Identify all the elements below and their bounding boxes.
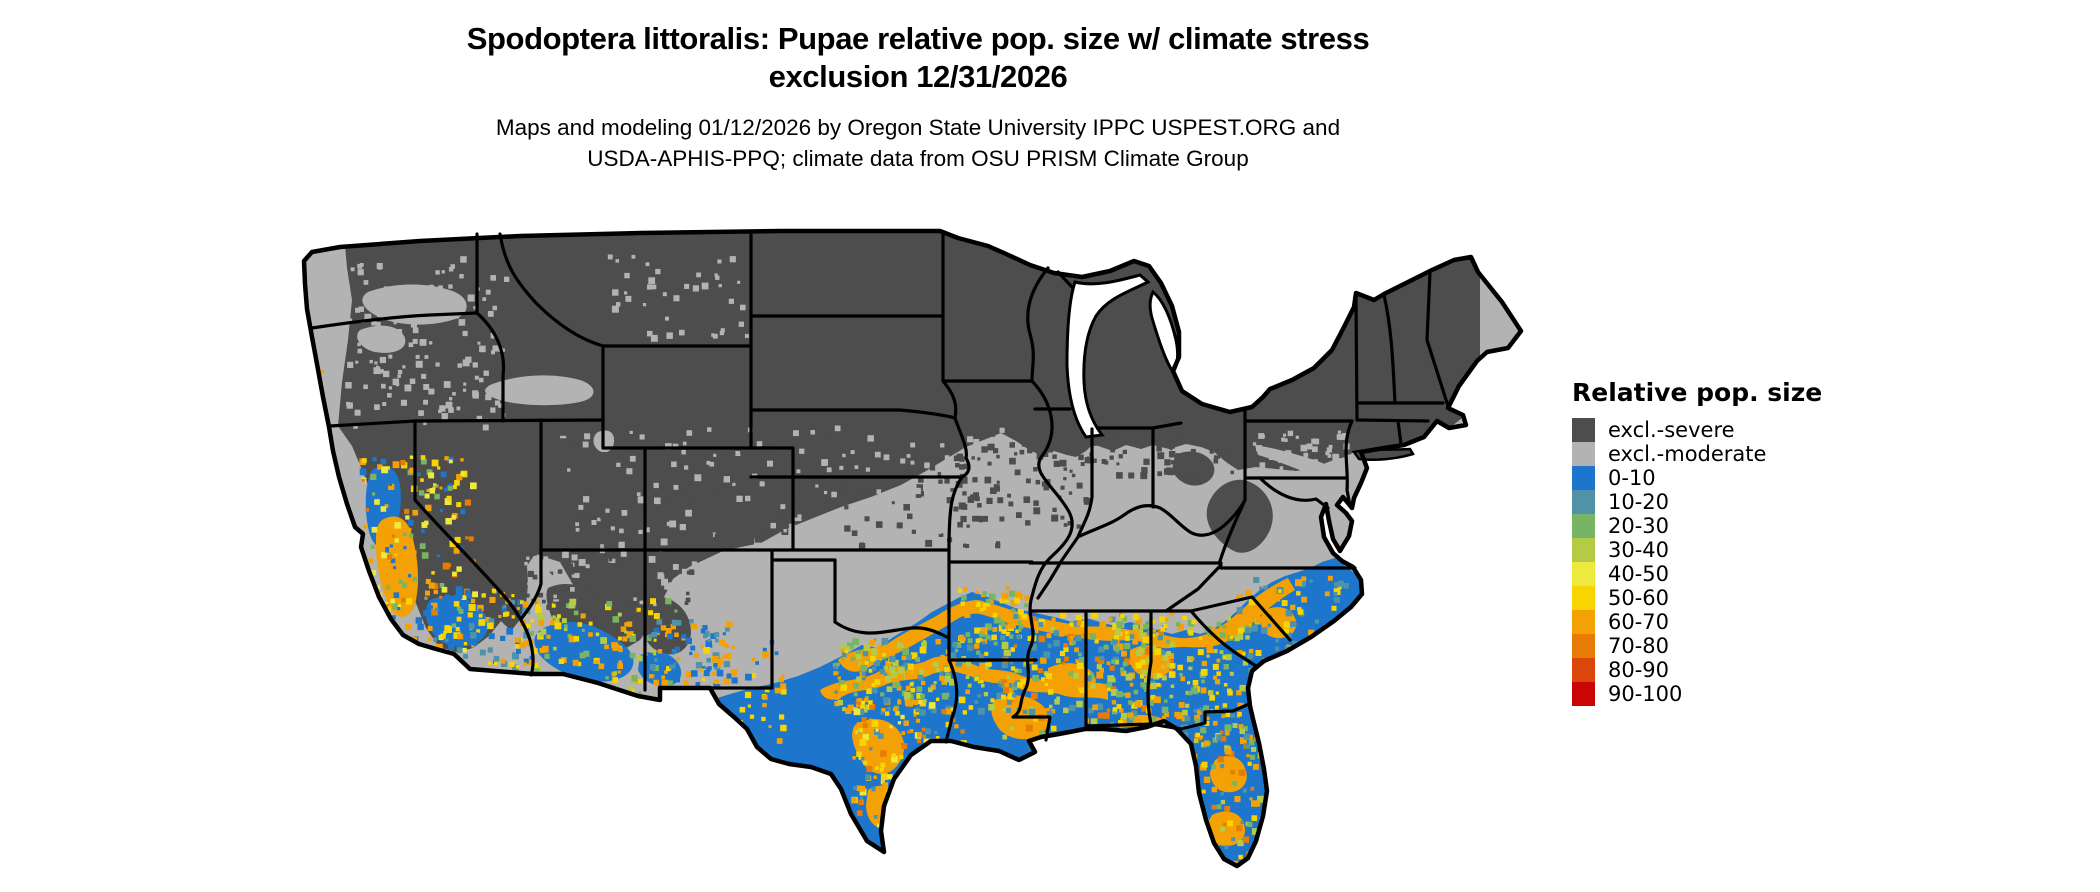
map-moderate-patches-in-north [326, 260, 1365, 665]
legend-item-label: 70-80 [1608, 634, 1670, 658]
legend-color-swatch [1572, 634, 1595, 658]
legend-color-swatch [1572, 586, 1595, 610]
legend-item-label: 60-70 [1608, 610, 1670, 634]
map-subtitle-line2: USDA-APHIS-PPQ; climate data from OSU PR… [587, 146, 1249, 171]
legend-row: 50-60 [1572, 586, 1822, 610]
legend-color-swatch [1572, 418, 1595, 442]
us-outline [301, 228, 1524, 869]
legend-rows: excl.-severe excl.-moderate 0-10 10-20 2… [1572, 418, 1822, 706]
legend-item-label: 20-30 [1608, 514, 1670, 538]
legend-color-swatch [1572, 442, 1595, 466]
map-subtitle-line1: Maps and modeling 01/12/2026 by Oregon S… [495, 115, 1341, 140]
map-subtitle: Maps and modeling 01/12/2026 by Oregon S… [0, 112, 1836, 174]
legend-item-label: 50-60 [1608, 586, 1670, 610]
legend: Relative pop. size excl.-severe excl.-mo… [1572, 378, 1822, 706]
legend-item-label: 30-40 [1608, 538, 1670, 562]
legend-row: excl.-moderate [1572, 442, 1822, 466]
legend-color-swatch [1572, 682, 1595, 706]
legend-item-label: 40-50 [1608, 562, 1670, 586]
map-exclusion-boundary-mottle [345, 254, 1350, 610]
legend-row: 70-80 [1572, 634, 1822, 658]
legend-row: 30-40 [1572, 538, 1822, 562]
page-title: Spodoptera littoralis: Pupae relative po… [0, 20, 1836, 96]
legend-color-swatch [1572, 562, 1595, 586]
legend-color-swatch [1572, 490, 1595, 514]
legend-color-swatch [1572, 466, 1595, 490]
legend-row: 80-90 [1572, 658, 1822, 682]
legend-row: 60-70 [1572, 610, 1822, 634]
legend-item-label: 0-10 [1608, 466, 1656, 490]
legend-item-label: 10-20 [1608, 490, 1670, 514]
legend-item-label: excl.-severe [1608, 418, 1735, 442]
legend-row: 40-50 [1572, 562, 1822, 586]
legend-item-label: 90-100 [1608, 682, 1683, 706]
state-borders [310, 232, 1450, 744]
legend-title: Relative pop. size [1572, 378, 1823, 407]
legend-color-swatch [1572, 514, 1595, 538]
lake-michigan [1065, 273, 1151, 439]
legend-color-swatch [1572, 538, 1595, 562]
legend-row: 10-20 [1572, 490, 1822, 514]
legend-row: 90-100 [1572, 682, 1822, 706]
legend-color-swatch [1572, 610, 1595, 634]
legend-row: 20-30 [1572, 514, 1822, 538]
legend-row: excl.-severe [1572, 418, 1822, 442]
legend-color-swatch [1572, 658, 1595, 682]
map-title-line1: Spodoptera littoralis: Pupae relative po… [466, 21, 1370, 56]
legend-item-label: excl.-moderate [1608, 442, 1767, 466]
map-title-line2: exclusion 12/31/2026 [768, 59, 1068, 94]
legend-item-label: 80-90 [1608, 658, 1670, 682]
legend-row: 0-10 [1572, 466, 1822, 490]
